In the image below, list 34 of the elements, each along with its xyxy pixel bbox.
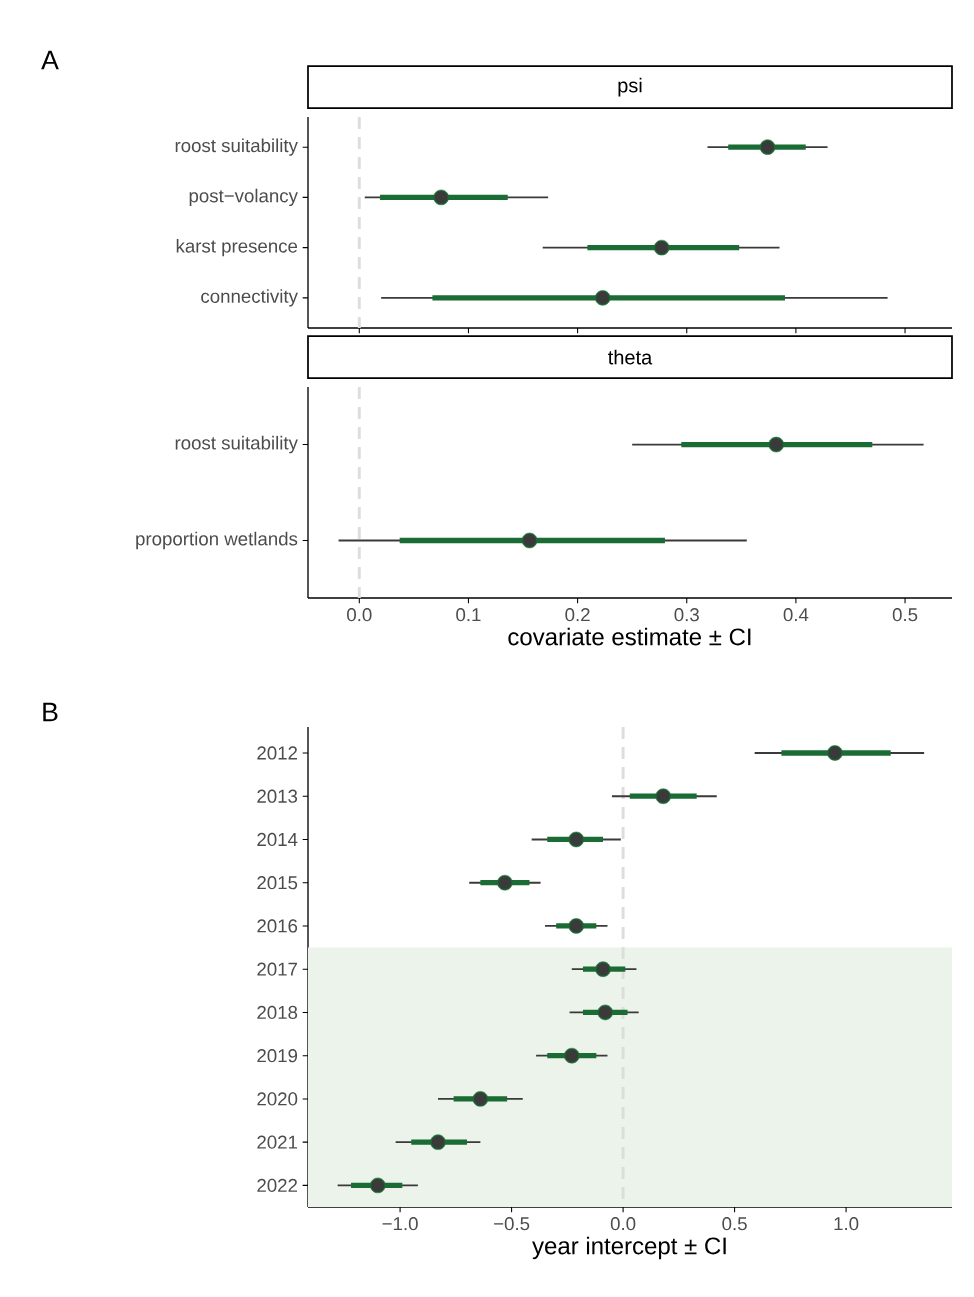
y-tick-label: 2014	[257, 832, 298, 847]
x-tick-label: 0.5	[892, 608, 918, 622]
y-tick-label: 2017	[257, 962, 298, 976]
y-tick-label: 2021	[257, 1135, 298, 1149]
y-tick-label: 2020	[257, 1092, 298, 1106]
y-tick-label: 2022	[257, 1178, 298, 1193]
y-tick-label: 2019	[257, 1049, 298, 1063]
x-tick-label: 0.3	[674, 608, 699, 622]
x-tick-label: 0.5	[722, 1217, 747, 1231]
y-tick-label: 2015	[257, 876, 298, 890]
chart-title: psi	[618, 77, 642, 97]
y-tick-label: roost suitability	[175, 435, 298, 454]
y-tick-label: 2013	[257, 789, 298, 803]
x-axis-title: covariate estimate ± CI	[508, 627, 751, 646]
x-tick-label: 0.4	[783, 608, 809, 622]
text: A	[41, 50, 59, 70]
y-tick-label: 2012	[257, 746, 298, 760]
y-tick-label: karst presence	[176, 238, 298, 257]
y-tick-label: 2018	[257, 1005, 298, 1020]
text: B	[43, 702, 58, 722]
x-tick-label: 0.2	[565, 608, 590, 622]
x-tick-label: 1.0	[834, 1217, 859, 1231]
x-axis-title: year intercept ± CI	[532, 1236, 726, 1260]
y-tick-label: 2016	[257, 919, 298, 933]
chart-title: theta	[608, 349, 653, 365]
y-tick-label: roost suitability	[175, 138, 298, 156]
x-tick-label: 0.1	[456, 608, 481, 622]
x-tick-label: 0.0	[347, 608, 372, 622]
y-tick-label: connectivity	[201, 289, 298, 307]
y-tick-label: proportion wetlands	[136, 531, 298, 550]
y-tick-label: post−volancy	[189, 188, 298, 207]
x-tick-label: 0.0	[610, 1217, 636, 1231]
x-tick-label: −0.5	[494, 1217, 530, 1231]
x-tick-label: −1.0	[382, 1217, 418, 1231]
